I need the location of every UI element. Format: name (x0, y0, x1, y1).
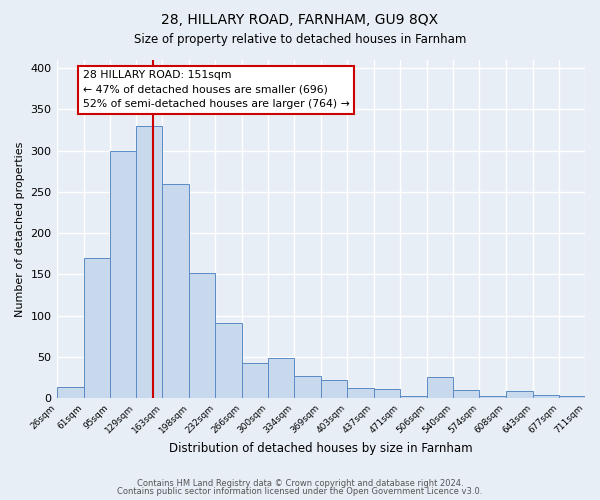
Text: 28 HILLARY ROAD: 151sqm
← 47% of detached houses are smaller (696)
52% of semi-d: 28 HILLARY ROAD: 151sqm ← 47% of detache… (83, 70, 350, 110)
Y-axis label: Number of detached properties: Number of detached properties (15, 142, 25, 316)
Bar (268, 358, 294, 398)
Bar (242, 362, 268, 398)
Bar (294, 376, 321, 398)
Bar (559, 396, 585, 398)
Bar (136, 126, 162, 398)
X-axis label: Distribution of detached houses by size in Farnham: Distribution of detached houses by size … (169, 442, 473, 455)
Bar (189, 273, 215, 398)
Bar (83, 258, 110, 398)
Bar (506, 390, 533, 398)
Bar (374, 389, 400, 398)
Bar (453, 390, 479, 398)
Bar (400, 396, 427, 398)
Text: Contains HM Land Registry data © Crown copyright and database right 2024.: Contains HM Land Registry data © Crown c… (137, 478, 463, 488)
Text: 28, HILLARY ROAD, FARNHAM, GU9 8QX: 28, HILLARY ROAD, FARNHAM, GU9 8QX (161, 12, 439, 26)
Text: Size of property relative to detached houses in Farnham: Size of property relative to detached ho… (134, 32, 466, 46)
Bar (162, 184, 189, 398)
Text: Contains public sector information licensed under the Open Government Licence v3: Contains public sector information licen… (118, 487, 482, 496)
Bar (479, 396, 506, 398)
Bar (56, 386, 83, 398)
Bar (347, 388, 374, 398)
Bar (215, 323, 242, 398)
Bar (533, 395, 559, 398)
Bar (321, 380, 347, 398)
Bar (110, 150, 136, 398)
Bar (427, 378, 453, 398)
